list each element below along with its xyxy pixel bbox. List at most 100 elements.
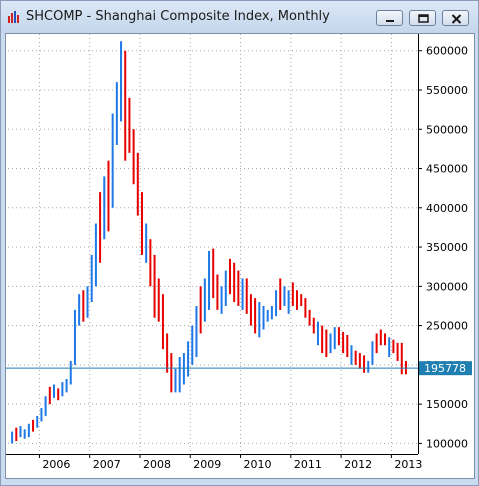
price-bar [187,341,190,377]
price-bar [325,329,328,358]
price-bar [145,223,148,263]
price-bar [388,337,391,358]
price-bar [287,290,290,314]
price-bar [53,384,55,398]
price-bar [170,353,173,393]
price-bar [241,278,244,310]
price-bar [15,427,18,442]
price-bar [346,335,349,358]
y-tick-label: 300000 [426,280,468,293]
price-badge-label: 195778 [424,362,466,375]
price-bar [228,258,231,295]
y-tick-label: 250000 [426,320,468,333]
price-bar [124,50,127,161]
chart-area[interactable]: 1000001500002000002500003000003500004000… [5,33,475,479]
price-bar [36,415,39,428]
price-bar [262,305,265,330]
price-bar [19,426,22,438]
window-title: SHCOMP - Shanghai Composite Index, Month… [26,9,330,24]
price-bar [199,286,202,334]
price-bar [111,113,114,208]
grid-lines [8,34,418,454]
price-bar [258,302,261,338]
price-bar [384,333,387,346]
price-bar [44,396,47,416]
price-bar [279,278,282,310]
x-tick-label: 2010 [244,458,272,471]
price-bar [78,294,81,326]
price-bar [166,333,169,373]
price-bar [249,294,252,326]
price-bar [57,388,60,401]
price-bar [203,278,206,322]
price-bar [354,350,357,365]
price-bar [316,321,319,346]
price-bar [48,386,51,405]
x-tick-label: 2008 [143,458,171,471]
x-tick-label: 2013 [394,458,422,471]
title-bar[interactable]: SHCOMP - Shanghai Composite Index, Month… [1,1,478,33]
price-bar [103,176,106,240]
price-bar [245,278,248,314]
chart-bars-icon [8,11,19,23]
price-bar [333,327,336,350]
price-bar [69,360,72,385]
price-bar [99,192,102,263]
price-bar [321,325,324,354]
price-bar [233,262,236,303]
price-bar [367,360,370,373]
price-bar [140,192,143,255]
price-bar [65,379,68,393]
price-bar [312,317,315,334]
price-bar [153,254,156,318]
price-bar [308,309,311,326]
price-bars [11,41,407,444]
x-tick-label: 2012 [344,458,372,471]
price-bar [115,82,118,145]
price-bar [329,333,332,354]
restore-icon [418,14,429,23]
price-bar [275,290,278,317]
axes [6,34,422,458]
price-bar [174,368,177,393]
y-tick-label: 550000 [426,84,468,97]
ohlc-chart: 1000001500002000002500003000003500004000… [6,34,472,471]
price-bar [216,274,219,310]
price-bar [291,282,294,306]
x-tick-label: 2006 [42,458,70,471]
price-bar [337,327,340,346]
price-bar [254,298,257,334]
price-bar [371,341,374,365]
y-tick-label: 100000 [426,437,468,450]
price-bar [90,254,93,303]
price-bar [342,331,345,354]
price-bar [94,223,97,287]
price-bar [224,270,227,306]
price-bar [266,309,269,322]
restore-button[interactable] [409,10,436,26]
current-price-badge: 195778 [419,361,472,376]
price-bar [32,419,35,432]
price-bar [107,160,110,232]
y-tick-label: 400000 [426,202,468,215]
price-bar [396,342,399,361]
price-bar [220,286,223,314]
minimize-button[interactable] [376,10,403,26]
price-bar [128,97,131,153]
price-bar [296,290,299,310]
price-badge-bg [419,361,472,376]
price-bar [86,286,89,318]
price-bar [237,270,240,306]
minimize-icon [386,20,394,22]
x-tick-label: 2011 [294,458,322,471]
price-bar [132,129,135,185]
price-bar [27,423,30,438]
close-button[interactable] [442,10,469,26]
price-bar [350,345,353,365]
price-bar [157,278,160,322]
price-bar [283,286,286,306]
price-bar [270,305,273,320]
price-bar [191,325,194,365]
price-bar [404,360,407,375]
